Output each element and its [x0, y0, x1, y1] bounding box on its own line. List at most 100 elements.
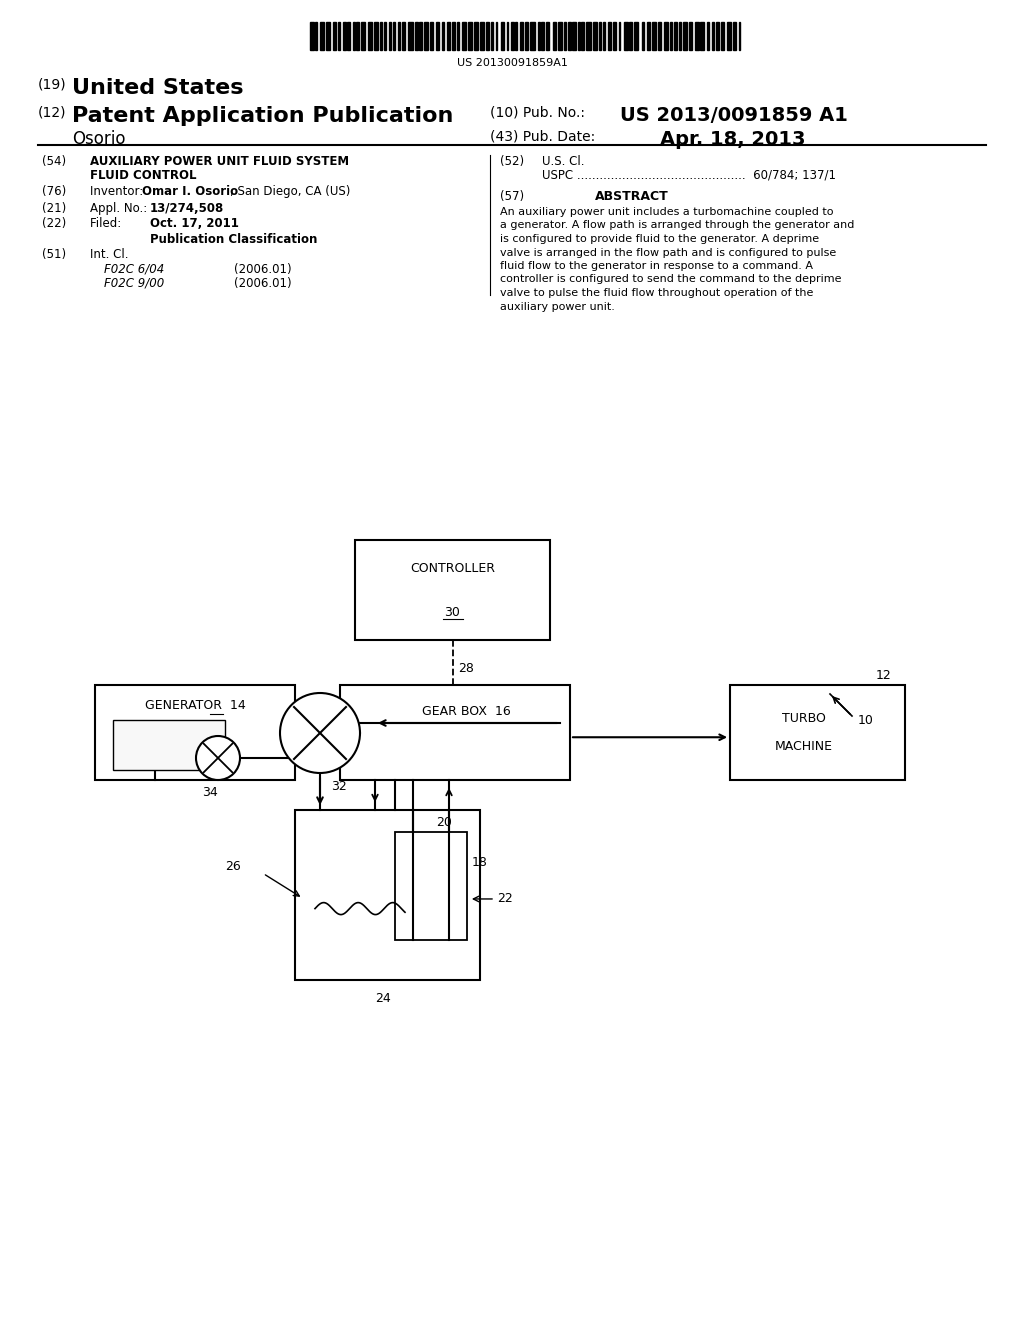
Bar — [480, 22, 484, 50]
Text: 22: 22 — [497, 892, 513, 906]
Text: 34: 34 — [202, 785, 218, 799]
Text: An auxiliary power unit includes a turbomachine coupled to: An auxiliary power unit includes a turbo… — [500, 207, 834, 216]
Bar — [441, 22, 443, 50]
Text: CONTROLLER: CONTROLLER — [410, 561, 495, 574]
Text: (43) Pub. Date:: (43) Pub. Date: — [490, 129, 595, 144]
Bar — [436, 22, 439, 50]
Text: 26: 26 — [225, 859, 241, 873]
Bar — [599, 22, 601, 50]
Bar — [424, 22, 428, 50]
Text: Appl. No.:: Appl. No.: — [90, 202, 155, 215]
Text: (76): (76) — [42, 185, 67, 198]
Bar — [338, 22, 340, 50]
Text: (10) Pub. No.:: (10) Pub. No.: — [490, 106, 594, 120]
Text: Osorio: Osorio — [72, 129, 126, 148]
Bar — [674, 22, 677, 50]
Bar — [538, 22, 541, 50]
Bar — [707, 22, 709, 50]
Bar — [618, 22, 621, 50]
Bar — [558, 22, 562, 50]
Bar — [572, 22, 575, 50]
Bar — [700, 22, 703, 50]
Bar — [727, 22, 731, 50]
Bar — [511, 22, 514, 50]
Bar — [564, 22, 566, 50]
Bar — [389, 22, 390, 50]
Text: valve to pulse the fluid flow throughout operation of the: valve to pulse the fluid flow throughout… — [500, 288, 813, 298]
Bar — [695, 22, 698, 50]
Bar — [507, 22, 508, 50]
Bar — [380, 22, 382, 50]
Bar — [730, 685, 905, 780]
Text: 13/274,508: 13/274,508 — [150, 202, 224, 215]
Text: Int. Cl.: Int. Cl. — [90, 248, 128, 261]
Text: valve is arranged in the flow path and is configured to pulse: valve is arranged in the flow path and i… — [500, 248, 837, 257]
Bar — [409, 22, 413, 50]
Text: controller is configured to send the command to the deprime: controller is configured to send the com… — [500, 275, 842, 285]
Text: (21): (21) — [42, 202, 67, 215]
Bar — [579, 22, 580, 50]
Bar — [542, 22, 544, 50]
Text: USPC .............................................  60/784; 137/1: USPC ...................................… — [542, 169, 836, 182]
Text: US 20130091859A1: US 20130091859A1 — [457, 58, 567, 69]
Bar — [738, 22, 740, 50]
Bar — [721, 22, 724, 50]
Bar — [474, 22, 478, 50]
Text: (54): (54) — [42, 154, 67, 168]
Text: MACHINE: MACHINE — [774, 741, 833, 754]
Bar — [634, 22, 638, 50]
Bar — [593, 22, 597, 50]
Circle shape — [196, 737, 240, 780]
Text: GENERATOR  14: GENERATOR 14 — [144, 700, 246, 713]
Bar — [402, 22, 404, 50]
Bar — [485, 22, 489, 50]
Text: Omar I. Osorio: Omar I. Osorio — [142, 185, 239, 198]
Bar — [630, 22, 632, 50]
Bar — [683, 22, 687, 50]
Text: FLUID CONTROL: FLUID CONTROL — [90, 169, 197, 182]
Bar — [496, 22, 498, 50]
Bar — [446, 22, 450, 50]
Text: (52): (52) — [500, 154, 524, 168]
Bar — [613, 22, 616, 50]
Text: (51): (51) — [42, 248, 67, 261]
Text: Publication Classification: Publication Classification — [150, 234, 317, 246]
Text: 24: 24 — [375, 991, 390, 1005]
Bar — [356, 22, 359, 50]
Bar — [624, 22, 628, 50]
Bar — [374, 22, 378, 50]
Text: F02C 6/04: F02C 6/04 — [104, 263, 164, 276]
Bar — [343, 22, 346, 50]
Text: Inventor:: Inventor: — [90, 185, 151, 198]
Text: 12: 12 — [877, 669, 892, 682]
Bar — [457, 22, 460, 50]
Bar — [347, 22, 349, 50]
Text: 32: 32 — [331, 780, 347, 793]
Text: Oct. 17, 2011: Oct. 17, 2011 — [150, 216, 239, 230]
Bar — [295, 810, 480, 979]
Bar — [361, 22, 365, 50]
Text: TURBO: TURBO — [781, 711, 825, 725]
Bar — [712, 22, 714, 50]
Bar — [420, 22, 422, 50]
Bar — [568, 22, 570, 50]
Bar — [603, 22, 605, 50]
Text: (22): (22) — [42, 216, 67, 230]
Bar — [326, 22, 330, 50]
Bar — [679, 22, 681, 50]
Text: 10: 10 — [858, 714, 873, 726]
Bar — [582, 22, 584, 50]
Bar — [384, 22, 386, 50]
Bar — [310, 22, 313, 50]
Bar — [587, 22, 591, 50]
Bar — [95, 685, 295, 780]
Bar — [716, 22, 719, 50]
Text: 30: 30 — [444, 606, 461, 619]
Bar — [546, 22, 550, 50]
Text: 28: 28 — [459, 663, 474, 675]
Text: 20: 20 — [436, 816, 452, 829]
Bar — [657, 22, 660, 50]
Bar — [530, 22, 535, 50]
Bar — [515, 22, 517, 50]
Bar — [333, 22, 336, 50]
